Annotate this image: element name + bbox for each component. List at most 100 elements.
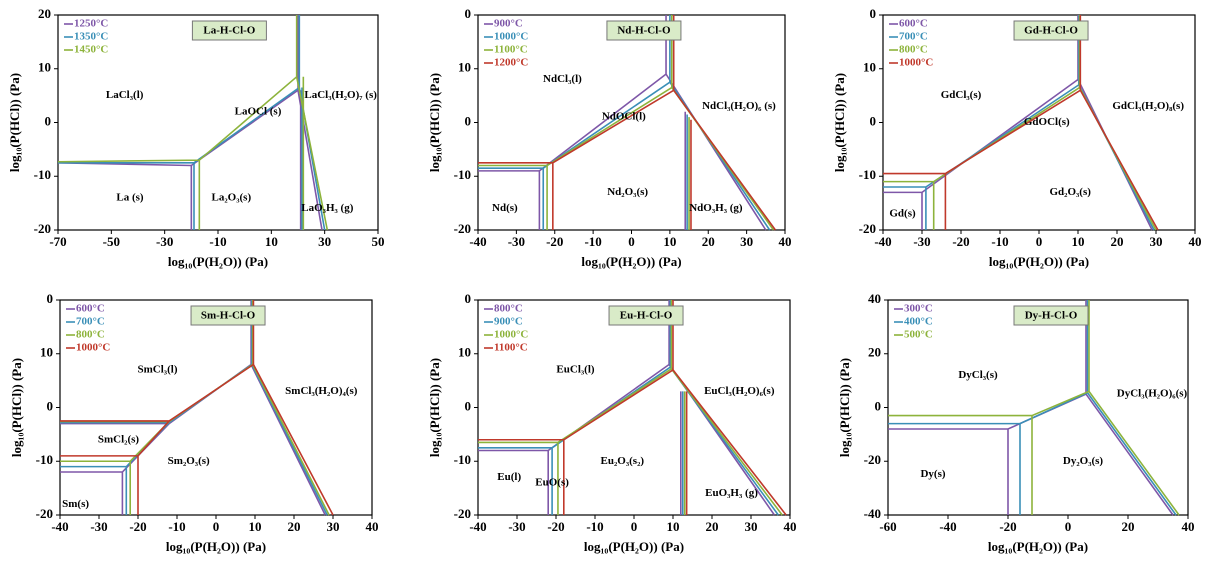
phase-boundary (57, 15, 323, 231)
legend-label: 800°C (494, 303, 523, 315)
phase-boundary (57, 15, 329, 231)
x-tick-label: 30 (745, 519, 758, 534)
phase-boundary (478, 15, 775, 231)
x-tick-label: -30 (508, 234, 525, 249)
legend-label: 400°C (904, 316, 933, 328)
y-tick-label: -20 (36, 506, 53, 521)
legend-label: 1000°C (76, 342, 110, 354)
y-tick-label: 0 (47, 398, 54, 413)
system-label: Dy-H-Cl-O (1025, 310, 1078, 322)
region-label: GdCl₃(H₂O)₈(s) (1112, 100, 1184, 112)
x-tick-label: -40 (469, 519, 486, 534)
y-tick-label: 0 (47, 291, 54, 306)
region-label: GdOCl(s) (1024, 116, 1070, 128)
y-tick-label: -10 (859, 167, 876, 182)
region-label: NdCl₃(H₂O)₆ (s) (702, 100, 776, 112)
x-tick-label: 40 (1182, 519, 1195, 534)
x-tick-label: 40 (1189, 234, 1202, 249)
y-tick-label: 10 (863, 60, 876, 75)
region-label: SmCl₂(s) (98, 433, 140, 445)
system-label-box (608, 305, 684, 326)
legend-label: 900°C (494, 18, 523, 30)
x-tick-label: 20 (1111, 234, 1124, 249)
region-label: EuCl₃(l) (556, 363, 594, 375)
x-tick-label: -20 (952, 234, 969, 249)
region-label: Nd₂O₃(s) (607, 186, 648, 198)
x-tick-label: 0 (631, 519, 638, 534)
x-tick-label: 20 (702, 234, 715, 249)
region-label: LaCl₃(l) (106, 89, 144, 101)
y-tick-label: -20 (34, 221, 51, 236)
region-label: Nd(s) (492, 202, 518, 214)
x-tick-label: -30 (90, 519, 107, 534)
region-label: EuCl₃(H₂O)₆(s) (704, 385, 775, 397)
panel: -70 -50 -30 -10 10 30 50 -20 -10 0 10 20 log₁₀(P(H₂O… (7, 6, 385, 269)
panel: -40 -30 -20 -10 0 10 20 30 40 -20 -10 0 10 0 log₁₀(P(H… (427, 6, 792, 269)
y-tick-label: 0 (870, 6, 877, 21)
y-tick-label: 10 (458, 345, 471, 360)
legend-label: 1200°C (494, 57, 528, 69)
region-label: La (s) (116, 191, 144, 203)
system-label: La-H-Cl-O (203, 25, 255, 37)
legend-label: 600°C (76, 303, 105, 315)
region-label: Gd(s) (889, 207, 916, 219)
x-tick-label: 10 (265, 234, 278, 249)
region-label: NdCl₃(l) (543, 73, 582, 85)
y-tick-label: 40 (868, 291, 881, 306)
region-label: Gd₂O₃(s) (1049, 186, 1091, 198)
x-tick-label: -10 (209, 234, 226, 249)
legend-label: 500°C (904, 329, 933, 341)
region-label: SmCl₃(l) (138, 363, 178, 375)
x-tick-label: -40 (874, 234, 891, 249)
x-axis-title: log₁₀(P(H₂O)) (Pa) (581, 254, 681, 269)
x-tick-label: 30 (327, 519, 340, 534)
y-tick-label: 20 (38, 6, 51, 21)
x-tick-label: -70 (49, 234, 66, 249)
y-tick-label: -20 (454, 506, 471, 521)
region-label: Sm₂O₃(s) (168, 455, 210, 467)
y-axis-title: log₁₀(P(HCl)) (Pa) (832, 73, 847, 172)
legend-label: 800°C (899, 44, 928, 56)
legend-label: 1100°C (494, 44, 528, 56)
region-label: LaCl₃(H₂O)₇ (s) (304, 89, 377, 101)
system-label: Sm-H-Cl-O (201, 310, 256, 322)
x-tick-label: -30 (913, 234, 930, 249)
y-axis-title: log₁₀(P(HCl)) (Pa) (7, 73, 22, 172)
y-tick-label: -20 (864, 452, 881, 467)
legend-label: 1250°C (74, 18, 108, 30)
x-tick-label: 10 (663, 234, 676, 249)
y-tick-label: 0 (870, 113, 877, 128)
x-tick-label: -10 (584, 234, 601, 249)
y-tick-label: 0 (875, 398, 882, 413)
phase-boundary (478, 300, 783, 516)
legend-label: 800°C (76, 329, 105, 341)
x-tick-label: 30 (318, 234, 331, 249)
x-axis-title: log₁₀(P(H₂O)) (Pa) (584, 539, 684, 554)
y-tick-label: -10 (454, 167, 471, 182)
x-tick-label: 30 (1150, 234, 1163, 249)
x-tick-label: -40 (469, 234, 486, 249)
system-label-box (190, 305, 266, 326)
phase-boundary (478, 15, 771, 231)
region-label: LaO₃H₃ (g) (301, 202, 353, 214)
region-label: EuO₃H₃ (g) (705, 487, 758, 499)
system-label-box (606, 20, 682, 41)
region-label: Eu(l) (497, 471, 521, 483)
panel: -40 -30 -20 -10 0 10 20 30 40 -20 -10 0 10 0 log₁₀(P(H… (427, 291, 797, 554)
x-tick-label: -20 (547, 519, 564, 534)
region-label: La₂O₃(s) (212, 191, 252, 203)
phase-boundary (60, 300, 334, 516)
x-tick-label: -40 (939, 519, 956, 534)
y-tick-label: 10 (38, 60, 51, 75)
x-tick-label: 0 (213, 519, 220, 534)
legend-label: 1350°C (74, 31, 108, 43)
x-axis-title: log₁₀(P(H₂O)) (Pa) (989, 254, 1089, 269)
x-axis-title: log₁₀(P(H₂O)) (Pa) (168, 254, 268, 269)
region-label: EuO(s) (535, 476, 569, 488)
x-tick-label: 20 (706, 519, 719, 534)
system-label: Eu-H-Cl-O (620, 310, 673, 322)
system-label-box (1013, 305, 1089, 326)
legend-label: 1100°C (494, 342, 528, 354)
legend-label: 300°C (904, 303, 933, 315)
